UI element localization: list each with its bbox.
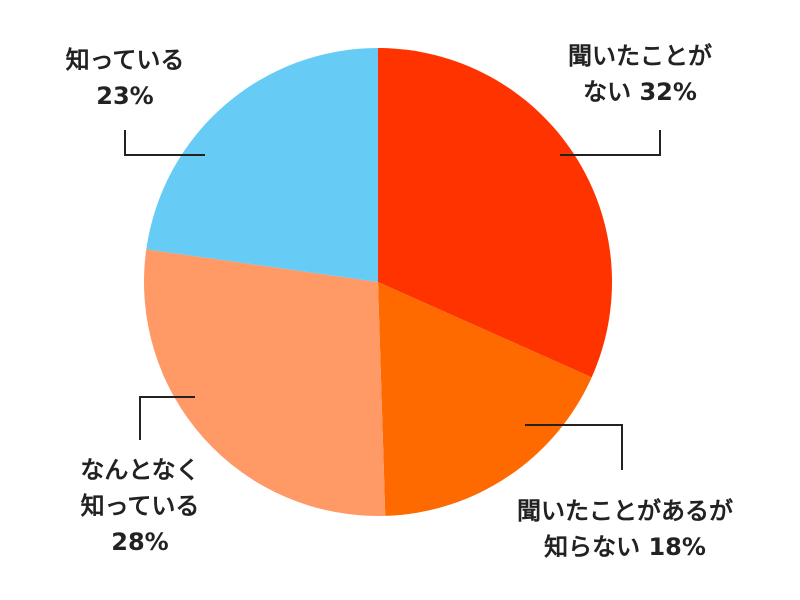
- pie-slice: [378, 48, 613, 378]
- pie-slice: [378, 282, 592, 516]
- value-label: 18%: [648, 533, 706, 561]
- leader-line: [124, 130, 205, 156]
- slice-label: 聞いたことがあるが知らない 18%: [513, 493, 737, 565]
- category-label: 聞いたことがあるが知らない: [517, 497, 733, 561]
- value-label: 23%: [96, 82, 154, 110]
- category-label: なんとなく知っている: [80, 456, 200, 520]
- value-label: 32%: [639, 78, 697, 106]
- leader-line: [560, 130, 661, 156]
- leader-line: [525, 424, 623, 470]
- pie-slice: [146, 48, 378, 282]
- slice-label: 知っている 23%: [63, 42, 187, 114]
- slice-label: なんとなく知っている 28%: [78, 452, 202, 560]
- slice-label: 聞いたことがない 32%: [565, 38, 715, 110]
- category-label: 知っている: [65, 46, 185, 74]
- value-label: 28%: [111, 528, 169, 556]
- pie-slice: [143, 249, 386, 517]
- category-label: 聞いたことがない: [568, 42, 712, 106]
- leader-lines: [124, 130, 661, 470]
- leader-line: [139, 396, 195, 440]
